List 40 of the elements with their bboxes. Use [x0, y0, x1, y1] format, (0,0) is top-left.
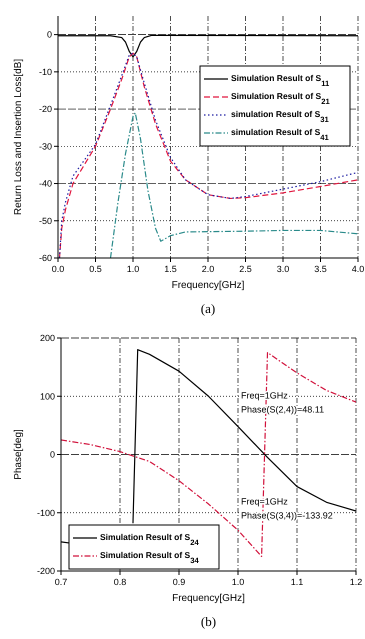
y-tick-label: -10 — [38, 66, 52, 77]
x-tick-label: 0.7 — [54, 577, 68, 587]
y-tick-label: -60 — [38, 253, 52, 263]
line-series — [110, 112, 358, 258]
y-axis-title: Return Loss and Insertion Loss[dB] — [13, 58, 24, 216]
x-tick-label: 1.0 — [126, 264, 140, 274]
text: (b) — [200, 614, 216, 629]
x-tick-label: 2.5 — [239, 264, 252, 274]
y-tick-label: -200 — [36, 566, 55, 576]
legend-label: simulation Result of S$_{31}$ — [231, 109, 330, 124]
legend-label: Simulation Result of S$_{34}$ — [100, 550, 200, 564]
legend-label: Simulation Result of S$_{24}$ — [100, 532, 200, 546]
y-tick-label: -100 — [36, 508, 55, 518]
x-tick-label: 1.5 — [164, 264, 177, 274]
text: (a) — [200, 301, 216, 316]
legend-label: simulation Result of S$_{41}$ — [231, 127, 330, 142]
x-tick-label: 3.5 — [314, 264, 327, 274]
x-tick-label: 1.1 — [290, 577, 304, 587]
x-axis-title: Frequency[GHz] — [172, 593, 246, 604]
x-tick-label: 3.0 — [276, 264, 290, 274]
y-tick-label: 100 — [40, 391, 55, 402]
y-tick-label: 200 — [40, 333, 55, 343]
legend-label: Simulation Result of S$_{11}$ — [231, 73, 330, 88]
x-tick-label: 0.5 — [89, 264, 102, 274]
x-tick-label: 1.2 — [350, 577, 362, 587]
y-tick-label: 0 — [50, 450, 55, 460]
x-tick-label: 4.0 — [352, 264, 364, 274]
x-tick-label: 2.0 — [202, 264, 214, 274]
x-axis-title: Frequency[GHz] — [172, 280, 245, 291]
y-tick-label: -30 — [38, 141, 52, 152]
y-axis-title: Phase[deg] — [13, 428, 24, 480]
y-tick-label: -50 — [38, 216, 52, 226]
y-tick-label: 0 — [46, 30, 52, 40]
x-tick-label: 0.0 — [52, 264, 64, 274]
x-tick-label: 0.8 — [114, 577, 126, 587]
legend-label: Simulation Result of S$_{21}$ — [231, 91, 330, 106]
x-tick-label: 1.0 — [232, 577, 244, 587]
y-tick-label: -40 — [38, 178, 52, 189]
x-tick-label: 0.9 — [172, 577, 186, 587]
y-tick-label: -20 — [38, 104, 52, 114]
